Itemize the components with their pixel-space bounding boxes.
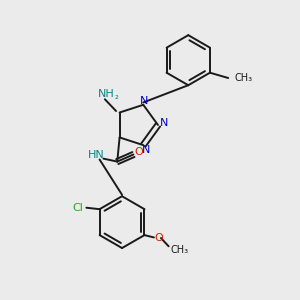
Text: O: O bbox=[154, 233, 163, 243]
Text: CH₃: CH₃ bbox=[171, 245, 189, 255]
Text: Cl: Cl bbox=[73, 203, 83, 213]
Text: N: N bbox=[160, 118, 169, 128]
Text: CH₃: CH₃ bbox=[235, 73, 253, 83]
Text: O: O bbox=[134, 147, 143, 157]
Text: N: N bbox=[142, 145, 150, 154]
Text: ₂: ₂ bbox=[115, 91, 119, 101]
Text: NH: NH bbox=[98, 89, 115, 99]
Text: HN: HN bbox=[88, 150, 104, 160]
Text: N: N bbox=[140, 96, 148, 106]
